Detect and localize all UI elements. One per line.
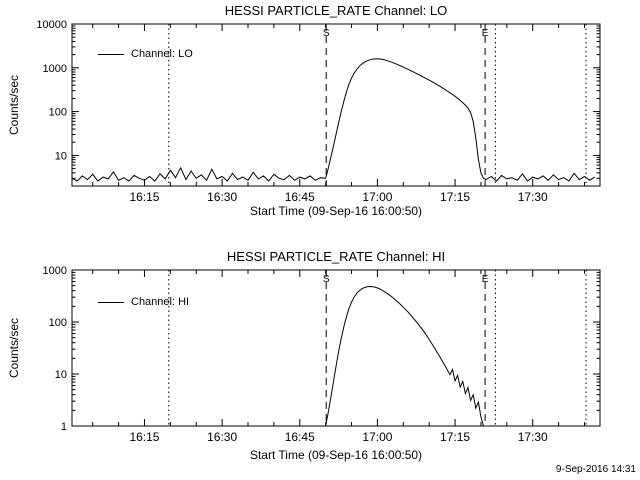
y-axis-ticks: 1 10 100 1000 <box>43 265 600 433</box>
y-tick-label: 10 <box>55 150 67 162</box>
legend-hi: Channel: HI <box>98 296 189 308</box>
x-tick-label: 17:30 <box>518 190 548 204</box>
marker-label: S <box>323 28 330 39</box>
plot-area-lo: S E16:15 16:30 16:45 17:00 17:15 17:3010100100… <box>36 19 601 204</box>
chart-title-lo: HESSI PARTICLE_RATE Channel: LO <box>224 3 448 18</box>
x-tick-label: 17:00 <box>362 190 392 204</box>
plot-area-hi: S E16:15 16:30 16:45 17:00 17:15 17:3011010010… <box>43 265 601 444</box>
chart-particle-rate-lo: HESSI PARTICLE_RATE Channel: LO Counts/s… <box>7 3 601 218</box>
y-tick-label: 100 <box>49 317 67 329</box>
legend-label: Channel: HI <box>131 296 190 308</box>
series-line <box>325 285 484 427</box>
minor-ticks <box>72 270 600 426</box>
x-axis-label-lo: Start Time (09-Sep-16 16:00:50) <box>249 204 423 218</box>
marker-label: E <box>482 28 489 39</box>
x-tick-label: 16:30 <box>207 430 237 444</box>
y-tick-label: 1 <box>61 421 67 433</box>
marker-label: S <box>323 274 330 285</box>
legend-line-sample <box>98 53 124 55</box>
chart-title-hi: HESSI PARTICLE_RATE Channel: HI <box>226 249 446 264</box>
x-tick-label: 17:30 <box>518 430 548 444</box>
x-tick-label: 16:15 <box>129 430 159 444</box>
series-lines <box>325 285 484 427</box>
legend-lo: Channel: LO <box>98 48 193 60</box>
legend-label: Channel: LO <box>131 48 193 60</box>
x-tick-label: 17:00 <box>362 430 392 444</box>
x-axis-label-hi: Start Time (09-Sep-16 16:00:50) <box>249 448 423 462</box>
y-tick-label: 1000 <box>43 265 67 277</box>
x-axis-ticks: 16:15 16:30 16:45 17:00 17:15 17:30 <box>129 24 548 204</box>
plot-frame <box>71 23 601 187</box>
y-axis-ticks: 10 100 1000 10000 <box>36 19 600 162</box>
minor-ticks <box>72 24 600 186</box>
x-tick-label: 16:30 <box>207 190 237 204</box>
plot-frame <box>71 269 601 427</box>
x-tick-label: 17:15 <box>440 190 470 204</box>
y-tick-label: 1000 <box>43 63 67 75</box>
x-tick-label: 17:15 <box>440 430 470 444</box>
x-axis-ticks: 16:15 16:30 16:45 17:00 17:15 17:30 <box>129 270 548 444</box>
y-tick-label: 100 <box>49 107 67 119</box>
x-tick-label: 16:45 <box>285 430 315 444</box>
y-tick-label: 10000 <box>36 19 67 31</box>
marker-label: E <box>482 274 489 285</box>
chart-particle-rate-hi: HESSI PARTICLE_RATE Channel: HI Counts/s… <box>0 240 640 480</box>
y-tick-label: 10 <box>55 369 67 381</box>
x-tick-label: 16:45 <box>285 190 315 204</box>
x-tick-label: 16:15 <box>129 190 159 204</box>
creation-timestamp: 9-Sep-2016 14:31 <box>555 464 636 475</box>
series-line <box>71 58 596 182</box>
series-lines <box>71 58 596 182</box>
legend-line-sample <box>98 301 124 303</box>
